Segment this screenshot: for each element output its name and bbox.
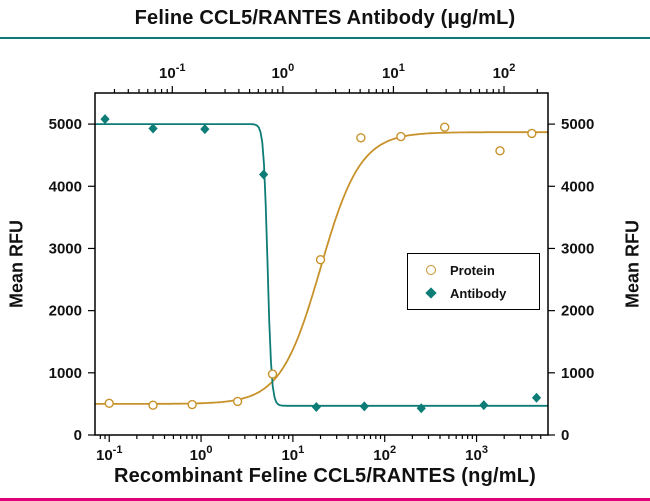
legend: Protein Antibody [407,253,540,310]
protein-point [267,369,278,379]
protein-marker-icon [424,265,438,275]
svg-text:10-1: 10-1 [96,444,122,464]
axis-ticks [88,86,555,442]
protein-fit-curve [95,131,548,405]
antibody-point [100,114,110,125]
svg-text:10-1: 10-1 [159,62,185,82]
legend-label-antibody: Antibody [450,285,507,301]
svg-text:103: 103 [465,444,488,464]
svg-text:0: 0 [561,427,569,444]
bottom-divider-rule [0,498,650,501]
antibody-point [359,401,369,412]
antibody-points [100,114,542,414]
svg-text:4000: 4000 [49,178,82,195]
legend-label-protein: Protein [450,262,495,278]
top-axis-title: Feline CCL5/RANTES Antibody (μg/mL) [134,7,516,29]
antibody-point [311,402,321,413]
svg-text:2000: 2000 [49,303,82,320]
protein-point [439,122,450,132]
svg-text:2000: 2000 [561,303,594,320]
svg-text:102: 102 [493,62,516,82]
svg-text:3000: 3000 [49,240,82,257]
protein-point [148,400,158,410]
protein-point [315,254,326,265]
svg-text:5000: 5000 [49,116,82,133]
svg-text:1000: 1000 [49,365,82,382]
top-divider-rule [0,37,650,39]
protein-point [187,399,197,410]
legend-item-antibody: Antibody [424,286,539,301]
protein-point [356,133,366,143]
svg-text:100: 100 [271,62,294,82]
y-axis-title-right: Mean RFU [622,219,643,309]
svg-text:101: 101 [382,62,405,82]
svg-text:102: 102 [373,444,396,464]
protein-point [527,128,537,139]
axis-tick-labels: 10-1 100 101 102 103 10-1 100 101 102 0 0 1000 1000 2… [49,62,595,464]
protein-point [495,146,505,156]
svg-text:5000: 5000 [561,116,594,133]
plot-frame [94,92,549,436]
antibody-point [531,392,542,403]
protein-point [396,131,406,142]
antibody-point [259,169,269,180]
antibody-point [479,400,489,411]
bottom-axis-title: Recombinant Feline CCL5/RANTES (ng/mL) [113,465,537,487]
legend-item-protein: Protein [424,263,539,278]
y-axis-title-left: Mean RFU [6,219,27,309]
svg-text:4000: 4000 [561,178,594,195]
svg-text:0: 0 [74,427,82,444]
svg-text:3000: 3000 [561,240,594,257]
protein-point [104,398,114,408]
svg-text:1000: 1000 [561,365,594,382]
svg-text:100: 100 [190,444,213,464]
antibody-point [416,403,426,414]
svg-text:101: 101 [281,444,304,464]
antibody-marker-icon [424,287,438,299]
protein-points [104,122,537,410]
protein-point [232,396,243,407]
antibody-point [200,124,210,135]
antibody-fit-curve [95,123,548,407]
antibody-point [148,123,158,134]
